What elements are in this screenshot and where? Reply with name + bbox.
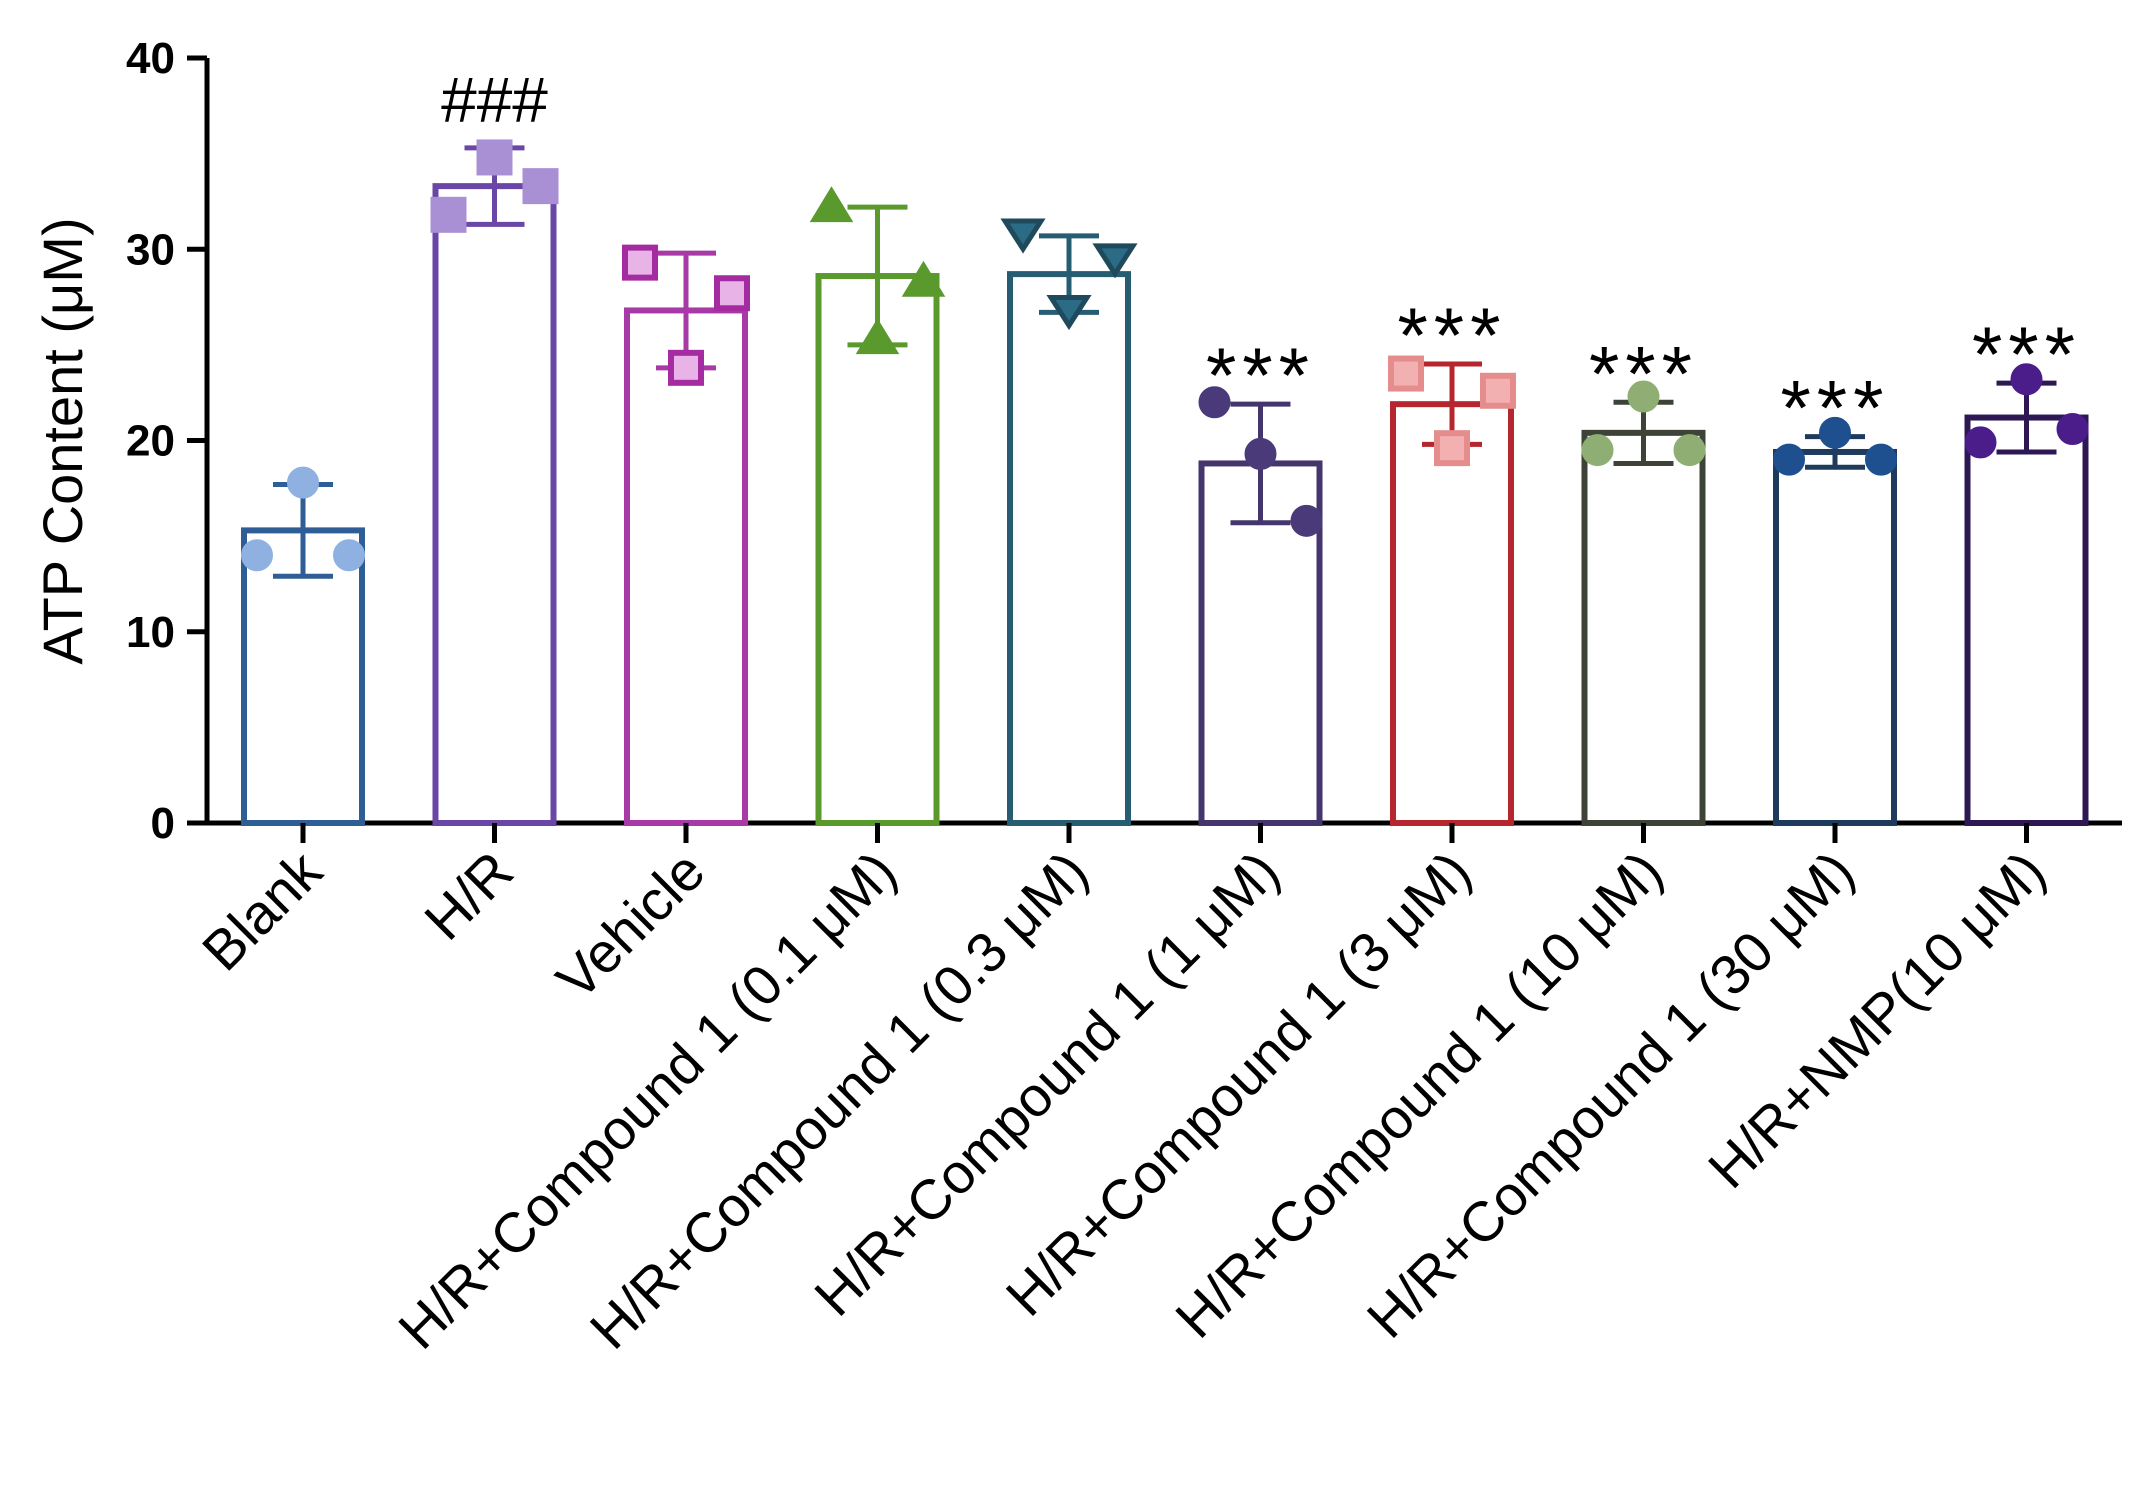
bar-9 [1964,414,2089,826]
data-point-3-2 [901,260,946,297]
data-point-3-1 [855,318,900,355]
bar-2 [624,307,748,826]
bar-1 [432,183,557,826]
data-point-2-0 [622,244,658,281]
data-point-5-2 [1290,504,1323,537]
data-point-5-1 [1244,437,1277,470]
data-point-0-0 [241,539,273,572]
y-tick-label-20: 20 [126,417,175,466]
y-tick-label-10: 10 [126,608,175,657]
data-point-4-1 [1046,294,1092,331]
data-point-0-2 [333,539,365,572]
significance-label-7: *** [1589,329,1698,417]
data-point-5-0 [1198,386,1231,419]
y-axis-title: ATP Content (μM) [31,217,94,664]
data-point-1-1 [476,139,513,176]
significance-label-1: ### [441,64,548,136]
x-category-label-0: Blank [190,838,334,982]
data-point-6-1 [1434,430,1470,467]
bar-8 [1773,448,1897,826]
data-point-7-0 [1581,434,1614,467]
data-point-8-1 [1819,416,1851,449]
data-point-4-2 [1092,243,1138,279]
data-point-6-0 [1388,355,1424,392]
data-point-6-2 [1480,372,1516,409]
data-point-9-0 [1964,426,1997,459]
x-category-label-1: H/R [412,839,525,952]
data-point-1-0 [430,196,467,233]
data-point-4-0 [1000,218,1046,254]
bar-4 [1007,271,1131,826]
significance-label-5: *** [1206,331,1315,419]
x-category-label-9: H/R+NMP(10 μM) [1696,839,2057,1200]
significance-label-9: *** [1972,310,2081,398]
data-point-3-0 [809,186,854,223]
data-point-2-2 [714,275,750,312]
significance-label-8: *** [1780,364,1889,452]
bar-6 [1390,401,1514,826]
bar-3 [815,273,940,826]
y-tick-label-40: 40 [126,34,175,83]
y-tick-label-30: 30 [126,225,175,274]
significance-label-6: *** [1397,291,1506,379]
data-point-0-1 [287,466,319,499]
data-point-2-1 [668,349,704,386]
data-point-8-0 [1773,443,1805,476]
data-point-1-2 [522,168,559,205]
y-tick-label-0: 0 [151,799,175,848]
data-point-7-1 [1627,380,1660,413]
bar-7 [1581,429,1706,826]
x-category-label-2: Vehicle [544,839,716,1011]
data-point-9-1 [2010,363,2043,396]
data-point-8-2 [1865,443,1897,476]
data-point-7-2 [1673,434,1706,467]
data-point-9-2 [2056,413,2089,446]
